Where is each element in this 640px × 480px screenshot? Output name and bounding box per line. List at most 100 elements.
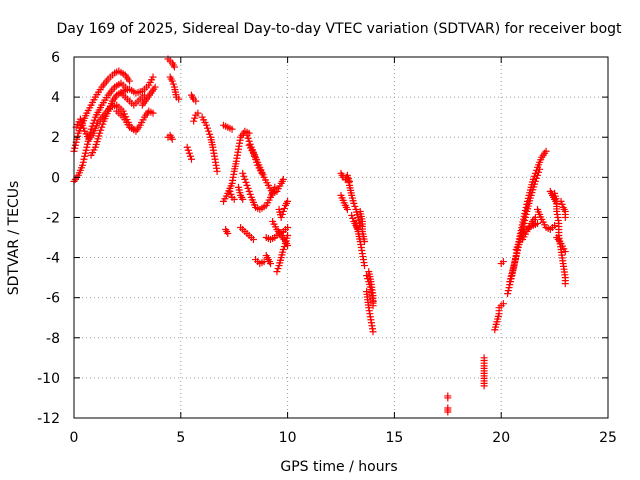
data-point bbox=[253, 158, 261, 166]
data-point bbox=[279, 207, 287, 215]
data-point bbox=[80, 155, 88, 163]
data-point bbox=[151, 83, 159, 91]
y-axis-label: SDTVAR / TECUs bbox=[6, 181, 22, 296]
y-tick-label: 6 bbox=[51, 50, 60, 66]
data-point bbox=[185, 149, 193, 157]
series-arc-ar bbox=[497, 258, 507, 268]
data-point bbox=[192, 97, 200, 105]
data-point bbox=[239, 195, 247, 203]
data-point bbox=[534, 219, 542, 227]
data-point bbox=[551, 221, 559, 229]
data-point bbox=[186, 152, 194, 160]
series-arc-ai bbox=[356, 207, 368, 246]
data-point bbox=[278, 210, 286, 218]
data-point bbox=[521, 213, 529, 221]
data-point bbox=[190, 117, 198, 125]
data-point bbox=[96, 129, 104, 137]
series-arc-e bbox=[113, 107, 157, 135]
data-point bbox=[82, 146, 90, 154]
data-point bbox=[79, 158, 87, 166]
data-point bbox=[258, 169, 266, 177]
data-point bbox=[97, 126, 105, 134]
data-point bbox=[204, 124, 211, 132]
data-point bbox=[71, 141, 79, 149]
data-point bbox=[170, 63, 178, 71]
data-point bbox=[77, 118, 85, 126]
data-point bbox=[360, 262, 368, 270]
data-point bbox=[561, 213, 569, 221]
axis-ticks: 0 5 10 15 20 25 -12 -10 -8 -6 -4 -2 0 2 4 6 bbox=[37, 50, 617, 446]
data-point bbox=[349, 214, 357, 222]
data-point bbox=[561, 248, 569, 256]
data-point bbox=[274, 265, 282, 273]
y-tick-label: -12 bbox=[37, 411, 60, 427]
data-point bbox=[246, 190, 254, 198]
data-point bbox=[348, 211, 356, 219]
data-point bbox=[284, 197, 292, 205]
data-point bbox=[184, 146, 192, 154]
data-point bbox=[343, 205, 351, 213]
data-point bbox=[277, 213, 285, 221]
x-tick-label: 20 bbox=[492, 430, 510, 446]
series-arc-n bbox=[198, 113, 221, 175]
y-tick-label: -6 bbox=[46, 291, 60, 307]
data-point bbox=[239, 169, 247, 177]
data-point bbox=[510, 262, 518, 270]
data-point bbox=[76, 115, 84, 123]
data-point bbox=[250, 152, 258, 160]
data-point bbox=[98, 123, 106, 131]
data-point bbox=[183, 143, 191, 151]
data-point bbox=[230, 195, 238, 203]
plot-frame bbox=[73, 56, 609, 419]
series-arc-s bbox=[234, 183, 247, 203]
x-tick-label: 5 bbox=[176, 430, 185, 446]
data-point bbox=[519, 222, 527, 230]
data-point bbox=[194, 109, 202, 117]
data-point bbox=[149, 73, 157, 81]
x-tick-label: 0 bbox=[70, 430, 79, 446]
data-point bbox=[513, 250, 521, 258]
data-point bbox=[532, 174, 540, 182]
y-tick-label: -4 bbox=[46, 251, 60, 267]
y-tick-label: 0 bbox=[51, 170, 60, 186]
data-point bbox=[369, 302, 377, 310]
data-point bbox=[205, 127, 213, 135]
data-point bbox=[522, 210, 530, 218]
data-point bbox=[505, 284, 513, 292]
x-tick-label: 15 bbox=[385, 430, 403, 446]
series-arc-z bbox=[262, 252, 275, 268]
data-point bbox=[241, 175, 249, 183]
series-arc-an bbox=[444, 404, 452, 416]
y-tick-label: 2 bbox=[51, 130, 60, 146]
data-point bbox=[279, 175, 287, 183]
data-point bbox=[187, 155, 195, 163]
series-arc-v bbox=[243, 131, 287, 197]
data-point bbox=[558, 200, 566, 208]
data-point bbox=[535, 168, 543, 176]
series-arc-ao bbox=[480, 354, 488, 390]
data-point bbox=[542, 147, 550, 155]
data-point bbox=[242, 178, 250, 186]
data-point bbox=[149, 109, 157, 117]
series-arc-o bbox=[220, 121, 236, 133]
data-point bbox=[81, 149, 89, 157]
series-arc-az bbox=[557, 197, 569, 221]
data-point bbox=[74, 132, 82, 140]
y-tick-label: -2 bbox=[46, 210, 60, 226]
data-point bbox=[244, 134, 252, 142]
data-point bbox=[511, 256, 519, 264]
data-point bbox=[284, 223, 292, 231]
data-point bbox=[444, 394, 452, 402]
data-point bbox=[504, 287, 512, 295]
data-point bbox=[175, 95, 183, 103]
data-point bbox=[273, 268, 281, 276]
data-point bbox=[536, 165, 544, 173]
data-point bbox=[520, 219, 528, 227]
series-arc-ba bbox=[553, 234, 569, 256]
series-arc-aq bbox=[497, 300, 507, 310]
data-point bbox=[444, 408, 452, 416]
data-point bbox=[351, 202, 359, 210]
data-point bbox=[79, 121, 87, 129]
series-arc-ab bbox=[273, 231, 292, 276]
